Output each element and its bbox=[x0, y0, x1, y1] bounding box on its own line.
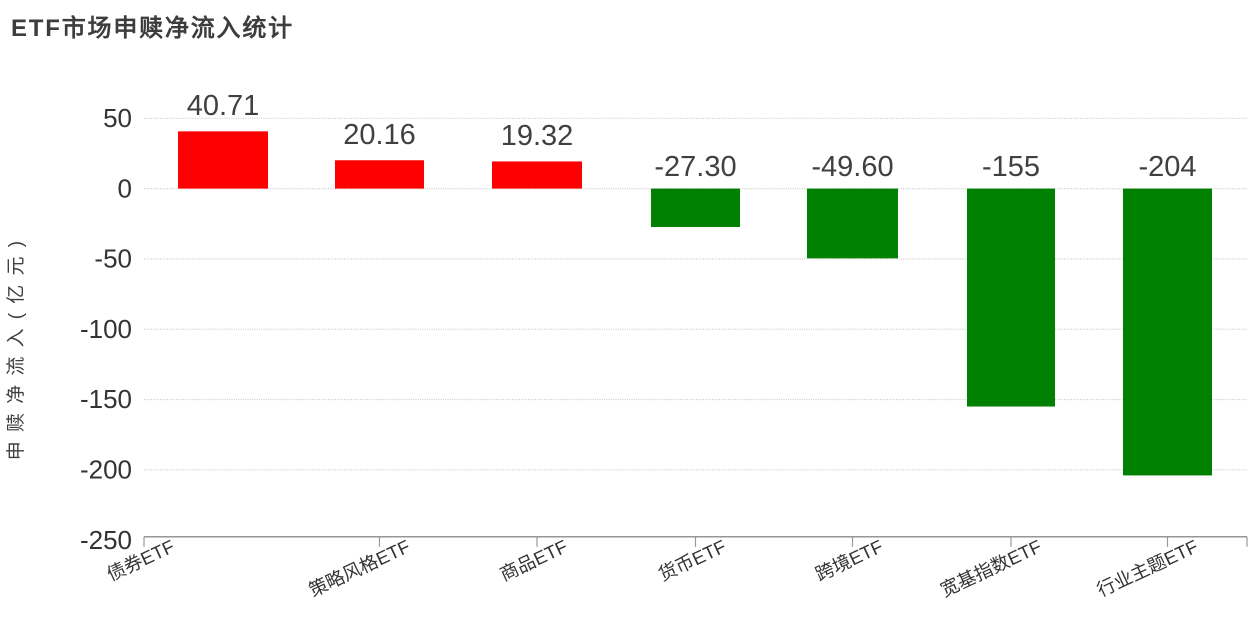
svg-text:-200: -200 bbox=[80, 455, 132, 485]
svg-text:50: 50 bbox=[103, 103, 132, 133]
svg-text:宽基指数ETF: 宽基指数ETF bbox=[937, 536, 1045, 601]
svg-text:-204: -204 bbox=[1138, 151, 1196, 183]
svg-text:货币ETF: 货币ETF bbox=[655, 536, 729, 585]
svg-text:-27.30: -27.30 bbox=[654, 151, 736, 183]
svg-text:-50: -50 bbox=[94, 244, 132, 274]
svg-text:0: 0 bbox=[118, 173, 132, 203]
svg-text:19.32: 19.32 bbox=[501, 120, 574, 152]
svg-text:20.16: 20.16 bbox=[343, 119, 416, 151]
svg-text:商品ETF: 商品ETF bbox=[497, 536, 571, 585]
svg-text:策略风格ETF: 策略风格ETF bbox=[306, 536, 414, 601]
svg-text:-150: -150 bbox=[80, 384, 132, 414]
svg-text:行业主题ETF: 行业主题ETF bbox=[1094, 536, 1202, 601]
svg-text:-250: -250 bbox=[80, 525, 132, 555]
svg-text:-49.60: -49.60 bbox=[811, 151, 893, 183]
svg-text:跨境ETF: 跨境ETF bbox=[812, 536, 886, 585]
svg-text:-155: -155 bbox=[982, 151, 1040, 183]
svg-text:40.71: 40.71 bbox=[187, 90, 260, 122]
svg-text:申赎净流入(亿元): 申赎净流入(亿元) bbox=[5, 232, 27, 460]
svg-text:-100: -100 bbox=[80, 314, 132, 344]
